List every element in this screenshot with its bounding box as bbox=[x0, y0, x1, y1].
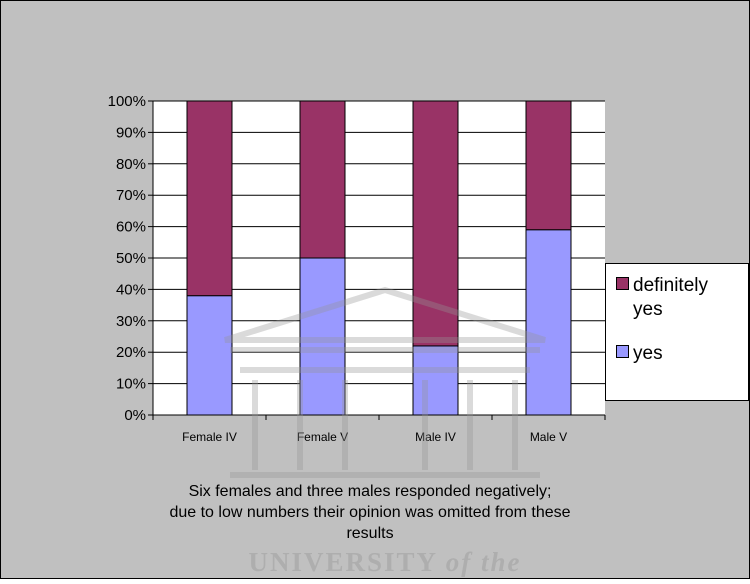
y-tick-label: 70% bbox=[116, 187, 146, 204]
y-tick-label: 50% bbox=[116, 250, 146, 267]
legend: definitely yes yes bbox=[605, 263, 749, 401]
x-tick-label: Male IV bbox=[415, 430, 456, 444]
annotation-line-2: due to low numbers their opinion was omi… bbox=[169, 504, 571, 521]
y-tick-label: 30% bbox=[116, 313, 146, 330]
bar-yes-female-v bbox=[299, 257, 346, 416]
x-tick-label: Female V bbox=[297, 430, 348, 444]
y-tick-label: 20% bbox=[116, 344, 146, 361]
y-tick-label: 60% bbox=[116, 219, 146, 236]
annotation-line-3: results bbox=[346, 525, 394, 542]
y-tick-label: 100% bbox=[108, 93, 146, 110]
bar-yes-female-iv bbox=[186, 295, 233, 416]
bar-definitely-yes-male-v bbox=[525, 100, 572, 231]
legend-label-definitely-yes-line2: yes bbox=[633, 299, 663, 320]
legend-swatch-definitely-yes bbox=[616, 277, 629, 290]
y-tick-label: 80% bbox=[116, 156, 146, 173]
x-tick-label: Male V bbox=[530, 430, 567, 444]
legend-item-definitely-yes: definitely yes bbox=[616, 274, 708, 322]
y-tick-label: 10% bbox=[116, 376, 146, 393]
y-tick-label: 90% bbox=[116, 124, 146, 141]
x-tick-label: Female IV bbox=[182, 430, 237, 444]
y-tick-label: 40% bbox=[116, 281, 146, 298]
annotation-line-1: Six females and three males responded ne… bbox=[188, 483, 552, 500]
bar-yes-male-iv bbox=[412, 345, 459, 416]
legend-item-yes: yes bbox=[616, 342, 663, 366]
chart-annotation: Six females and three males responded ne… bbox=[60, 481, 680, 544]
legend-label-yes: yes bbox=[633, 343, 663, 364]
bar-yes-male-v bbox=[525, 229, 572, 416]
bar-definitely-yes-female-iv bbox=[186, 100, 233, 297]
bar-definitely-yes-male-iv bbox=[412, 100, 459, 347]
bar-definitely-yes-female-v bbox=[299, 100, 346, 259]
legend-label-definitely-yes-line1: definitely bbox=[633, 275, 708, 296]
plot-area: 0% 10% 20% 30% 40% 50% 60% 70% 80% 90% 100% Female … bbox=[108, 93, 606, 444]
legend-swatch-yes bbox=[616, 345, 629, 358]
y-tick-label: 0% bbox=[124, 407, 146, 424]
